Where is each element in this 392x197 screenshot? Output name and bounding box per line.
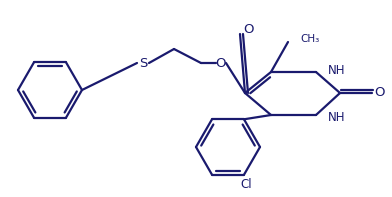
Text: O: O [375, 85, 385, 98]
Text: O: O [216, 57, 226, 70]
Text: NH: NH [328, 111, 345, 124]
Text: O: O [244, 22, 254, 35]
Text: NH: NH [328, 63, 345, 76]
Text: CH₃: CH₃ [300, 34, 319, 44]
Text: Cl: Cl [240, 178, 252, 191]
Text: S: S [139, 57, 147, 70]
